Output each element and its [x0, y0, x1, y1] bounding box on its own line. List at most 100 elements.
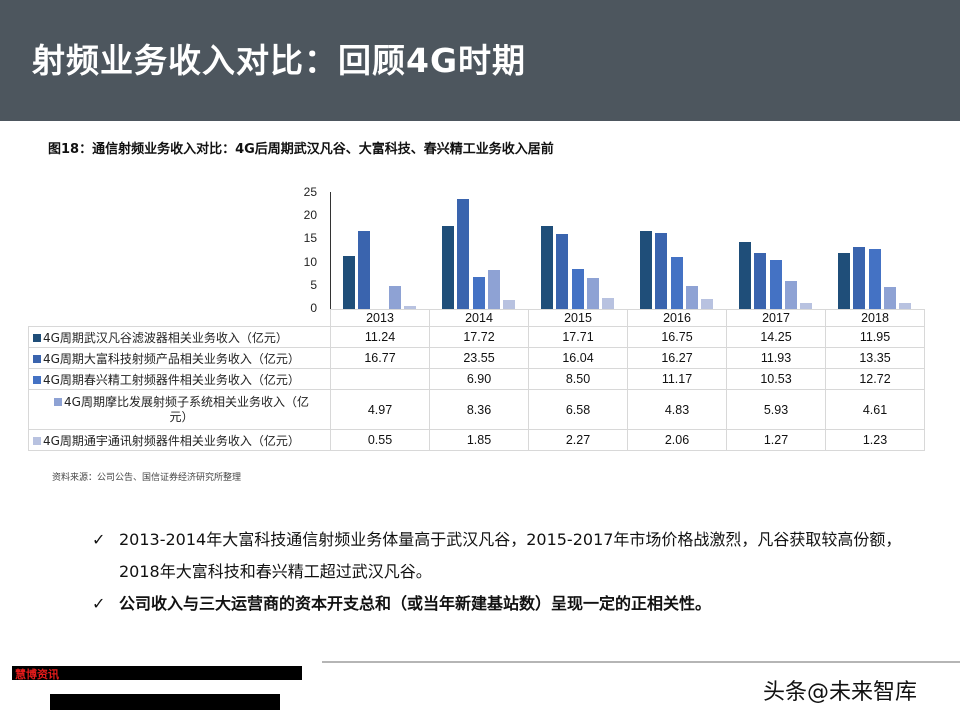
bar: [472, 276, 485, 309]
bar: [784, 281, 797, 309]
table-row: 4G周期摩比发展射频子系统相关业务收入（亿 元） 4.97 8.36 6.58 4…: [28, 389, 925, 430]
legend-swatch-icon: [54, 397, 63, 406]
y-tick: 0: [310, 301, 317, 315]
bar: [655, 232, 668, 309]
y-tick: 15: [303, 231, 317, 245]
year-header: 2013: [330, 309, 430, 327]
watermark: 头条@未来智库: [763, 680, 918, 705]
bar: [343, 256, 355, 309]
y-tick: 20: [303, 208, 317, 222]
redacted-bar: [50, 694, 280, 710]
table-row: 4G周期大富科技射频产品相关业务收入（亿元） 16.77 23.55 16.04…: [28, 347, 925, 369]
bar-chart: 25 20 15 10 5 0: [303, 185, 924, 315]
table-cell: 10.53: [726, 368, 826, 390]
table-cell: 8.50: [528, 368, 628, 390]
y-tick: 10: [303, 255, 317, 269]
bullet-item: ✓ 公司收入与三大运营商的资本开支总和（或当年新建基站数）呈现一定的正相关性。: [92, 588, 932, 620]
table-cell: 2.27: [528, 429, 628, 451]
year-header: 2016: [627, 309, 727, 327]
bar: [556, 233, 569, 309]
bar: [487, 269, 500, 309]
legend-swatch-icon: [33, 375, 41, 384]
series-label: 4G周期通宇通讯射频器件相关业务收入（亿元）: [28, 429, 331, 451]
bar: [670, 256, 683, 309]
y-axis: [330, 192, 331, 310]
table-cell: 16.27: [627, 347, 727, 369]
legend-swatch-icon: [33, 354, 41, 363]
bar: [769, 259, 782, 309]
y-tick: 5: [310, 278, 317, 292]
bar: [358, 230, 371, 309]
table-cell: 11.17: [627, 368, 727, 390]
bar: [388, 285, 401, 309]
bar: [739, 242, 751, 309]
series-label: 4G周期摩比发展射频子系统相关业务收入（亿 元）: [28, 389, 331, 430]
chart-data-table: 2013 2014 2015 2016 2017 2018 4G周期武汉凡谷滤波…: [28, 309, 925, 451]
year-header-row: 2013 2014 2015 2016 2017 2018: [28, 309, 925, 327]
slide-title: 射频业务收入对比：回顾4G时期: [32, 41, 527, 80]
bar: [586, 278, 599, 309]
year-header: 2018: [825, 309, 925, 327]
bar: [457, 198, 470, 309]
bar: [541, 226, 553, 309]
redacted-bar: [12, 666, 302, 680]
table-cell: 2.06: [627, 429, 727, 451]
bullet-item: ✓ 2013-2014年大富科技通信射频业务体量高于武汉凡谷，2015-2017…: [92, 524, 932, 588]
table-cell: 16.77: [330, 347, 430, 369]
table-cell: 8.36: [429, 389, 529, 430]
year-header: 2014: [429, 309, 529, 327]
bar: [442, 226, 454, 309]
series-label: 4G周期春兴精工射频器件相关业务收入（亿元）: [28, 368, 331, 390]
legend-swatch-icon: [33, 436, 41, 445]
table-cell: 6.58: [528, 389, 628, 430]
bar: [868, 249, 881, 309]
checkmark-icon: ✓: [92, 594, 106, 613]
bullet-list: ✓ 2013-2014年大富科技通信射频业务体量高于武汉凡谷，2015-2017…: [92, 524, 932, 620]
table-cell: 4.61: [825, 389, 925, 430]
legend-swatch-icon: [33, 333, 41, 342]
table-cell: 1.27: [726, 429, 826, 451]
bar: [838, 253, 850, 309]
bar: [640, 230, 652, 309]
figure-caption: 图18：通信射频业务收入对比：4G后周期武汉凡谷、大富科技、春兴精工业务收入居前: [48, 142, 554, 157]
bar: [404, 306, 417, 309]
table-cell: 4.83: [627, 389, 727, 430]
table-cell: 17.71: [528, 326, 628, 348]
table-cell: 11.24: [330, 326, 430, 348]
bar: [899, 303, 912, 309]
table-cell: 1.23: [825, 429, 925, 451]
table-row: 4G周期武汉凡谷滤波器相关业务收入（亿元） 11.24 17.72 17.71 …: [28, 326, 925, 348]
bar: [685, 286, 698, 309]
table-cell: 14.25: [726, 326, 826, 348]
bar: [853, 246, 866, 309]
year-header: 2015: [528, 309, 628, 327]
table-cell: 1.85: [429, 429, 529, 451]
series-label: 4G周期大富科技射频产品相关业务收入（亿元）: [28, 347, 331, 369]
table-row: 4G周期春兴精工射频器件相关业务收入（亿元） 6.90 8.50 11.17 1…: [28, 368, 925, 390]
table-cell: 6.90: [429, 368, 529, 390]
bar: [571, 269, 584, 309]
table-cell: 5.93: [726, 389, 826, 430]
bar: [701, 299, 714, 309]
bar: [800, 303, 813, 309]
table-cell: 17.72: [429, 326, 529, 348]
bar: [883, 287, 896, 309]
table-cell: 11.95: [825, 326, 925, 348]
series-label: 4G周期武汉凡谷滤波器相关业务收入（亿元）: [28, 326, 331, 348]
table-cell: 11.93: [726, 347, 826, 369]
y-tick: 25: [303, 185, 317, 199]
checkmark-icon: ✓: [92, 530, 106, 549]
table-row: 4G周期通宇通讯射频器件相关业务收入（亿元） 0.55 1.85 2.27 2.…: [28, 429, 925, 451]
table-cell: 4.97: [330, 389, 430, 430]
bar: [754, 253, 767, 309]
bar: [602, 298, 615, 309]
table-cell: 0.55: [330, 429, 430, 451]
footer-divider: [322, 661, 960, 663]
redacted-label: 慧博资讯: [15, 668, 59, 681]
table-cell: [330, 368, 430, 390]
year-header: 2017: [726, 309, 826, 327]
slide-header: 射频业务收入对比：回顾4G时期: [0, 0, 960, 121]
table-cell: 16.75: [627, 326, 727, 348]
table-cell: 16.04: [528, 347, 628, 369]
table-cell: 12.72: [825, 368, 925, 390]
